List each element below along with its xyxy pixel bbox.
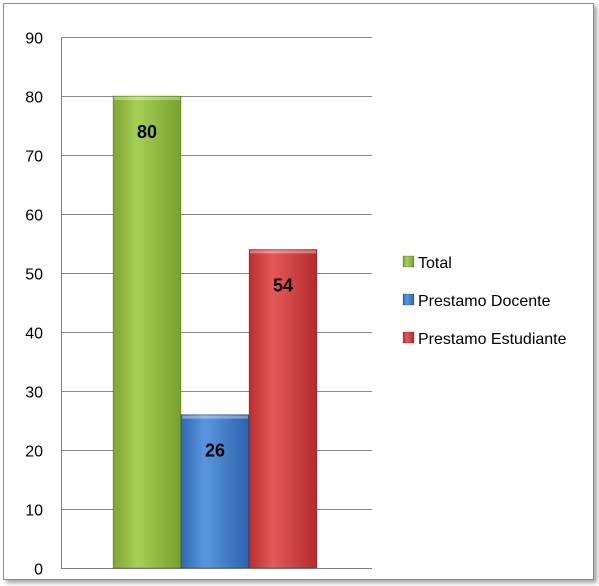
data-label-prestamo-estudiante: 54 (273, 275, 293, 295)
legend-swatch-total (402, 255, 415, 268)
bar-bevel-1 (182, 415, 248, 419)
bars (112, 95, 318, 569)
y-axis-tick-labels: 0 10 20 30 40 50 60 70 80 90 (25, 31, 43, 579)
bar-prestamo-estudiante (248, 248, 318, 569)
legend-swatch-prestamo-docente (402, 293, 415, 306)
legend-label-prestamo-docente: Prestamo Docente (418, 293, 551, 310)
data-labels: 80 26 54 (137, 122, 293, 461)
legend-label-total: Total (418, 255, 452, 272)
bar-bevel-0 (114, 97, 180, 100)
y-tick-label-60: 60 (25, 208, 43, 225)
y-tick-label-40: 40 (25, 326, 43, 343)
legend-swatch-prestamo-estudiante (402, 331, 415, 344)
legend-label-prestamo-estudiante: Prestamo Estudiante (418, 331, 567, 348)
y-tick-label-70: 70 (25, 149, 43, 166)
y-tick-label-30: 30 (25, 385, 43, 402)
bar-prestamo-docente (180, 414, 250, 569)
y-tick-label-20: 20 (25, 444, 43, 461)
y-tick-label-0: 0 (34, 562, 43, 579)
gridlines (61, 37, 372, 569)
y-tick-label-80: 80 (25, 90, 43, 107)
legend: Total Prestamo Docente Prestamo Estudiante (402, 255, 567, 348)
data-label-prestamo-docente: 26 (205, 441, 225, 461)
bar-total (112, 95, 182, 569)
y-tick-label-10: 10 (25, 503, 43, 520)
data-label-total: 80 (137, 122, 157, 142)
bar-bevel-2 (250, 250, 316, 254)
y-tick-label-90: 90 (25, 31, 43, 48)
y-tick-label-50: 50 (25, 267, 43, 284)
